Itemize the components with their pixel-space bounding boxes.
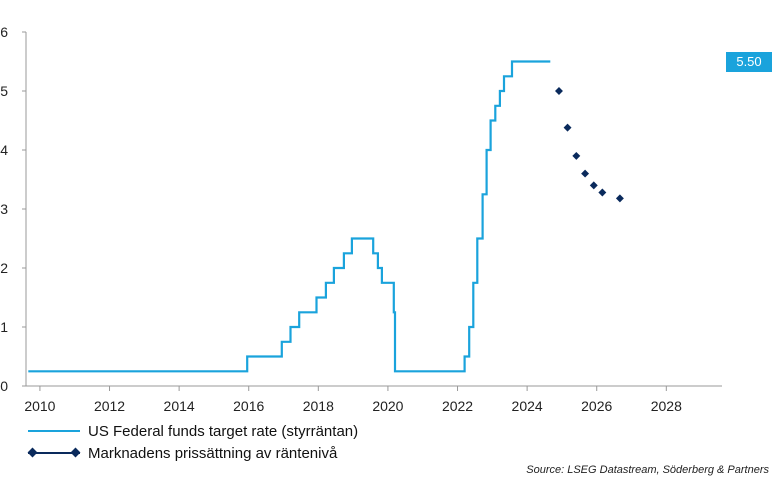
y-tick-label: 6 xyxy=(0,24,8,40)
x-tick-label: 2010 xyxy=(24,398,55,414)
market-pricing-marker xyxy=(598,188,607,197)
x-tick-label: 2012 xyxy=(94,398,125,414)
legend-item-market-pricing: Marknadens prissättning av räntenivå xyxy=(27,442,358,464)
source-note: Source: LSEG Datastream, Söderberg & Par… xyxy=(526,464,769,476)
x-tick-label: 2020 xyxy=(372,398,403,414)
current-rate-label: 5.50 xyxy=(726,52,772,72)
y-tick-label: 3 xyxy=(0,201,8,217)
x-tick-label: 2022 xyxy=(442,398,473,414)
x-tick-label: 2014 xyxy=(164,398,195,414)
market-pricing-marker xyxy=(572,151,581,160)
fed-funds-rate-line xyxy=(28,60,551,373)
market-pricing-marker xyxy=(615,194,624,203)
y-tick-label: 0 xyxy=(0,378,8,394)
y-tick-label: 4 xyxy=(0,142,8,158)
legend-swatch-line xyxy=(28,424,80,438)
y-tick-label: 2 xyxy=(0,260,8,276)
market-pricing-marker xyxy=(581,169,590,178)
tick-marks xyxy=(22,31,667,391)
legend-label-fed-funds: US Federal funds target rate (styrräntan… xyxy=(88,422,359,440)
legend-label-market-pricing: Marknadens prissättning av räntenivå xyxy=(88,444,338,462)
x-tick-label: 2024 xyxy=(512,398,543,414)
legend-item-fed-funds: US Federal funds target rate (styrräntan… xyxy=(28,420,358,442)
market-pricing-marker xyxy=(589,181,598,190)
x-tick-label: 2026 xyxy=(581,398,612,414)
market-pricing-marker xyxy=(563,123,572,132)
x-tick-label: 2016 xyxy=(233,398,264,414)
tick-labels: 0 1 2 3 4 5 6 2010 2012 2014 2016 2018 2020 2022 2024 2… xyxy=(0,24,682,414)
series xyxy=(28,60,624,373)
axes xyxy=(25,32,722,387)
x-tick-label: 2018 xyxy=(303,398,334,414)
market-pricing-marker xyxy=(555,87,563,95)
legend: US Federal funds target rate (styrräntan… xyxy=(27,420,358,464)
legend-swatch-markers xyxy=(27,446,81,460)
x-tick-label: 2028 xyxy=(651,398,682,414)
y-tick-label: 5 xyxy=(0,83,8,99)
y-tick-label: 1 xyxy=(0,319,8,335)
